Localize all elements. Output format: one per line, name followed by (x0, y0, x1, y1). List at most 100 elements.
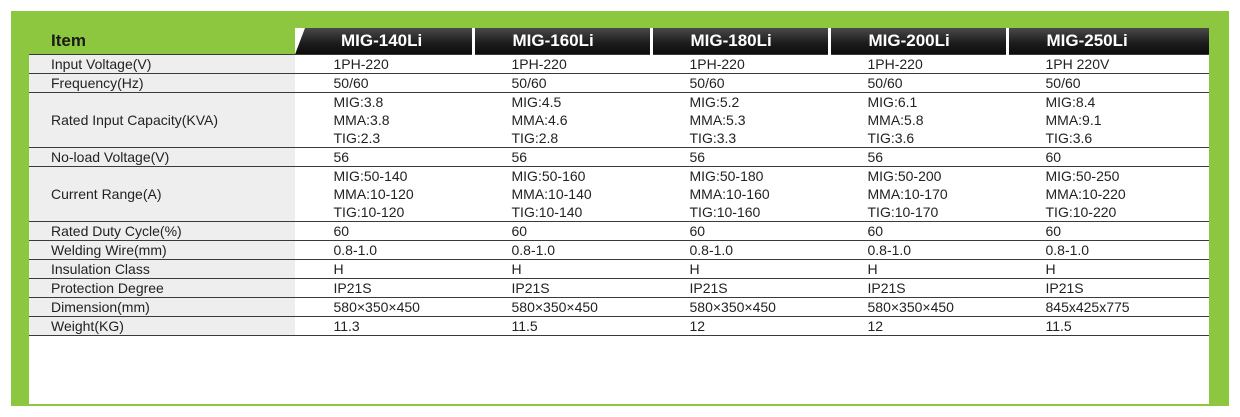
spec-cell: IP21S (472, 278, 651, 298)
spec-cell: MIG:50-200 MMA:10-170 TIG:10-170 (828, 166, 1007, 222)
row-label: Weight(KG) (29, 316, 295, 336)
spec-cell-line: MMA:4.6 (511, 112, 568, 128)
spec-cell: H (294, 259, 473, 279)
spec-cell: 580×350×450 (294, 297, 473, 317)
model-header-5: MIG-250Li (1005, 28, 1209, 55)
spec-cell-line: TIG:2.8 (511, 130, 559, 146)
spec-cell: MIG:8.4 MMA:9.1 TIG:3.6 (1006, 92, 1209, 148)
spec-cell-line: MIG:50-180 (689, 168, 764, 184)
table-row: Input Voltage(V) 1PH-220 1PH-220 1PH-220 1PH… (29, 54, 1209, 74)
spec-cell: H (1006, 259, 1209, 279)
spec-cell: 11.3 (294, 316, 473, 336)
spec-cell-line: MMA:5.3 (689, 112, 746, 128)
spec-cell-line: MMA:10-220 (1045, 186, 1126, 202)
spec-cell-line: MMA:10-160 (689, 186, 770, 202)
row-label: Protection Degree (29, 278, 295, 298)
row-label: Welding Wire(mm) (29, 240, 295, 260)
spec-cell-line: TIG:10-120 (333, 204, 405, 220)
table-row: Welding Wire(mm) 0.8-1.0 0.8-1.0 0.8-1.0 0.8… (29, 240, 1209, 260)
spec-cell-line: MIG:50-140 (333, 168, 408, 184)
spec-cell-line: MMA:10-170 (867, 186, 948, 202)
spec-cell-line: TIG:10-220 (1045, 204, 1117, 220)
spec-cell: MIG:3.8 MMA:3.8 TIG:2.3 (294, 92, 473, 148)
spec-body: Input Voltage(V) 1PH-220 1PH-220 1PH-220 1PH… (29, 54, 1209, 336)
spec-cell: 1PH-220 (294, 54, 473, 74)
spec-cell: 60 (650, 221, 829, 241)
spec-cell: MIG:50-160 MMA:10-140 TIG:10-140 (472, 166, 651, 222)
table-row: Rated Input Capacity(KVA) MIG:3.8 MMA:3.8 T… (29, 92, 1209, 148)
spec-cell: 60 (828, 221, 1007, 241)
item-header: Item (29, 28, 295, 55)
spec-cell: 580×350×450 (472, 297, 651, 317)
spec-cell-line: TIG:2.3 (333, 130, 381, 146)
spec-cell: H (828, 259, 1007, 279)
spec-cell: 0.8-1.0 (650, 240, 829, 260)
spec-cell: 0.8-1.0 (472, 240, 651, 260)
spec-cell: MIG:4.5 MMA:4.6 TIG:2.8 (472, 92, 651, 148)
spec-cell: MIG:50-180 MMA:10-160 TIG:10-160 (650, 166, 829, 222)
spec-cell: 11.5 (472, 316, 651, 336)
spec-cell: 0.8-1.0 (828, 240, 1007, 260)
spec-cell: 0.8-1.0 (294, 240, 473, 260)
spec-cell: 56 (294, 147, 473, 167)
spec-cell-line: MMA:10-140 (511, 186, 592, 202)
spec-table: Item MIG-140Li MIG-160Li MIG-180Li MIG-2… (29, 28, 1209, 336)
spec-cell: MIG:50-250 MMA:10-220 TIG:10-220 (1006, 166, 1209, 222)
spec-cell-line: MIG:6.1 (867, 94, 918, 110)
spec-cell-line: TIG:3.6 (1045, 130, 1093, 146)
spec-cell: IP21S (828, 278, 1007, 298)
spec-cell-line: MMA:3.8 (333, 112, 390, 128)
spec-cell: 580×350×450 (650, 297, 829, 317)
header-row: Item MIG-140Li MIG-160Li MIG-180Li MIG-2… (29, 28, 1209, 55)
spec-panel: Item MIG-140Li MIG-160Li MIG-180Li MIG-2… (29, 28, 1209, 404)
table-row: Weight(KG) 11.3 11.5 12 12 11.5 (29, 316, 1209, 336)
spec-cell: 60 (472, 221, 651, 241)
spec-cell-line: TIG:3.6 (867, 130, 915, 146)
spec-cell: 50/60 (294, 73, 473, 93)
spec-cell: 1PH-220 (828, 54, 1007, 74)
spec-cell-line: TIG:10-140 (511, 204, 583, 220)
model-header-2: MIG-160Li (471, 28, 651, 55)
row-label: Rated Input Capacity(KVA) (29, 92, 295, 148)
model-header-3: MIG-180Li (649, 28, 829, 55)
row-label: Current Range(A) (29, 166, 295, 222)
row-label: Dimension(mm) (29, 297, 295, 317)
table-row: Insulation Class H H H H H (29, 259, 1209, 279)
spec-cell: 1PH-220 (650, 54, 829, 74)
spec-cell: 50/60 (650, 73, 829, 93)
table-row: No-load Voltage(V) 56 56 56 56 60 (29, 147, 1209, 167)
spec-cell: 60 (1006, 147, 1209, 167)
spec-cell-line: MIG:3.8 (333, 94, 384, 110)
spec-cell-line: MIG:50-160 (511, 168, 586, 184)
spec-cell: H (650, 259, 829, 279)
spec-cell: 56 (650, 147, 829, 167)
spec-cell: H (472, 259, 651, 279)
spec-cell: 56 (472, 147, 651, 167)
spec-cell-line: MMA:9.1 (1045, 112, 1102, 128)
row-label: Rated Duty Cycle(%) (29, 221, 295, 241)
spec-cell-line: MMA:10-120 (333, 186, 414, 202)
row-label: No-load Voltage(V) (29, 147, 295, 167)
table-row: Protection Degree IP21S IP21S IP21S IP21S IP2… (29, 278, 1209, 298)
spec-cell: 60 (294, 221, 473, 241)
spec-cell: 12 (650, 316, 829, 336)
spec-cell-line: MIG:4.5 (511, 94, 562, 110)
spec-cell: 50/60 (472, 73, 651, 93)
spec-cell: 50/60 (1006, 73, 1209, 93)
spec-cell: 0.8-1.0 (1006, 240, 1209, 260)
spec-cell: 845x425x775 (1006, 297, 1209, 317)
spec-cell-line: TIG:3.3 (689, 130, 737, 146)
table-row: Frequency(Hz) 50/60 50/60 50/60 50/60 50/60 (29, 73, 1209, 93)
model-header-1: MIG-140Li (295, 28, 473, 55)
row-label: Insulation Class (29, 259, 295, 279)
spec-cell-line: MIG:50-250 (1045, 168, 1120, 184)
spec-cell: IP21S (1006, 278, 1209, 298)
spec-cell: 1PH-220 (472, 54, 651, 74)
table-row: Current Range(A) MIG:50-140 MMA:10-120 TIG:… (29, 166, 1209, 222)
spec-cell-line: TIG:10-160 (689, 204, 761, 220)
table-row: Rated Duty Cycle(%) 60 60 60 60 60 (29, 221, 1209, 241)
spec-cell: 60 (1006, 221, 1209, 241)
spec-cell-line: TIG:10-170 (867, 204, 939, 220)
spec-cell: IP21S (650, 278, 829, 298)
spec-cell-line: MIG:50-200 (867, 168, 942, 184)
